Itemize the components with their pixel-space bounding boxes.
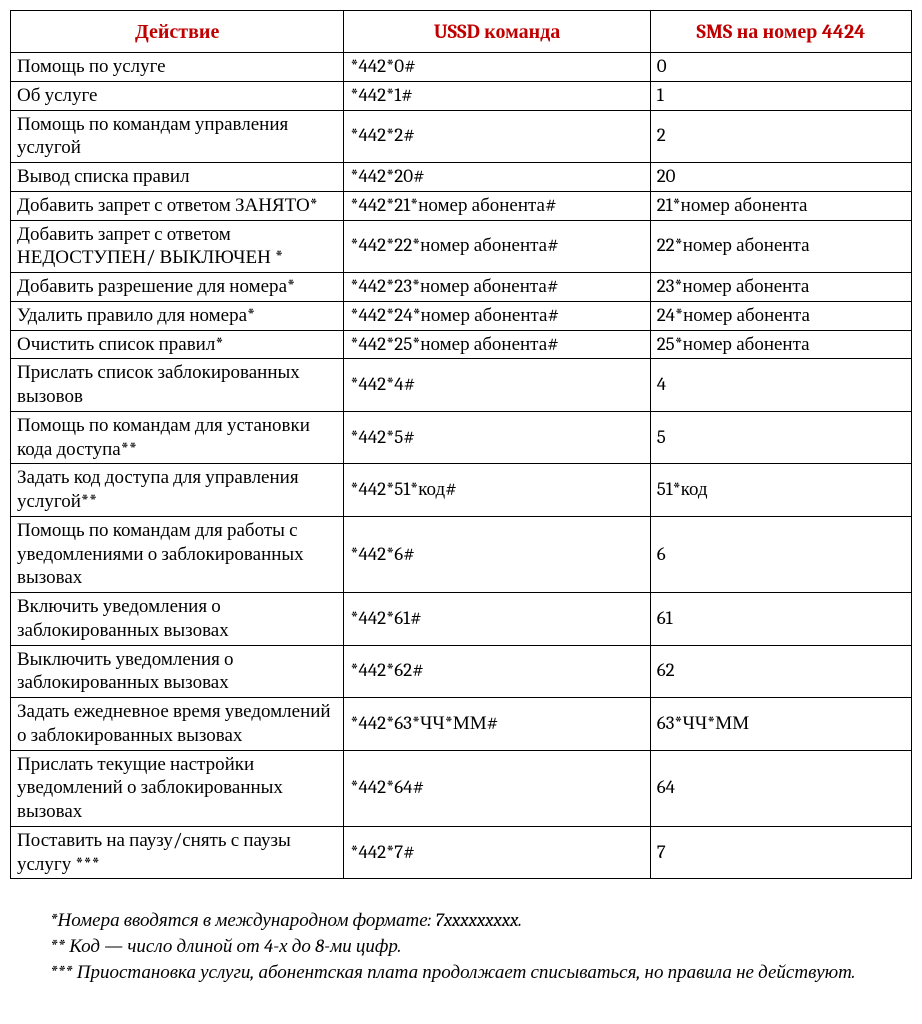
table-row: Прислать текущие настройки уведомлений о… <box>11 750 912 826</box>
cell-action: Прислать список заблокированных вызовов <box>11 359 344 412</box>
cell-sms: 21*номер абонента <box>650 191 911 220</box>
cell-action: Включить уведомления о заблокированных в… <box>11 593 344 646</box>
table-header-row: Действие USSD команда SMS на номер 4424 <box>11 11 912 53</box>
cell-sms: 2 <box>650 110 911 163</box>
cell-action: Удалить правило для номера* <box>11 301 344 330</box>
table-row: Включить уведомления о заблокированных в… <box>11 593 912 646</box>
cell-ussd: *442*24*номер абонента# <box>344 301 650 330</box>
cell-sms: 61 <box>650 593 911 646</box>
cell-sms: 25*номер абонента <box>650 330 911 359</box>
cell-ussd: *442*23*номер абонента# <box>344 273 650 302</box>
table-body: Помощь по услуге*442*0#0Об услуге*442*1#… <box>11 53 912 879</box>
cell-ussd: *442*51*код# <box>344 464 650 517</box>
header-action: Действие <box>11 11 344 53</box>
table-row: Вывод списка правил*442*20#20 <box>11 163 912 192</box>
cell-action: Прислать текущие настройки уведомлений о… <box>11 750 344 826</box>
cell-ussd: *442*63*ЧЧ*ММ# <box>344 698 650 751</box>
table-row: Задать код доступа для управления услуго… <box>11 464 912 517</box>
table-row: Прислать список заблокированных вызовов*… <box>11 359 912 412</box>
cell-action: Помощь по командам управления услугой <box>11 110 344 163</box>
cell-sms: 5 <box>650 411 911 464</box>
cell-sms: 4 <box>650 359 911 412</box>
cell-ussd: *442*21*номер абонента# <box>344 191 650 220</box>
table-row: Добавить запрет с ответом НЕДОСТУПЕН/ ВЫ… <box>11 220 912 273</box>
cell-sms: 22*номер абонента <box>650 220 911 273</box>
cell-sms: 6 <box>650 516 911 592</box>
cell-action: Задать ежедневное время уведомлений о за… <box>11 698 344 751</box>
cell-action: Вывод списка правил <box>11 163 344 192</box>
cell-ussd: *442*7# <box>344 826 650 879</box>
table-row: Добавить разрешение для номера**442*23*н… <box>11 273 912 302</box>
cell-sms: 62 <box>650 645 911 698</box>
table-row: Задать ежедневное время уведомлений о за… <box>11 698 912 751</box>
table-row: Помощь по услуге*442*0#0 <box>11 53 912 82</box>
cell-action: Помощь по командам для работы с уведомле… <box>11 516 344 592</box>
cell-sms: 0 <box>650 53 911 82</box>
cell-sms: 20 <box>650 163 911 192</box>
cell-sms: 24*номер абонента <box>650 301 911 330</box>
cell-sms: 51*код <box>650 464 911 517</box>
table-row: Помощь по командам управления услугой*44… <box>11 110 912 163</box>
table-row: Добавить запрет с ответом ЗАНЯТО**442*21… <box>11 191 912 220</box>
cell-ussd: *442*62# <box>344 645 650 698</box>
table-row: Помощь по командам для установки кода до… <box>11 411 912 464</box>
table-row: Удалить правило для номера**442*24*номер… <box>11 301 912 330</box>
cell-sms: 63*ЧЧ*ММ <box>650 698 911 751</box>
cell-action: Выключить уведомления о заблокированных … <box>11 645 344 698</box>
cell-ussd: *442*6# <box>344 516 650 592</box>
header-ussd: USSD команда <box>344 11 650 53</box>
cell-action: Задать код доступа для управления услуго… <box>11 464 344 517</box>
cell-ussd: *442*0# <box>344 53 650 82</box>
cell-action: Помощь по услуге <box>11 53 344 82</box>
cell-ussd: *442*25*номер абонента# <box>344 330 650 359</box>
footnote-3: *** Приостановка услуги, абонентская пла… <box>50 961 872 985</box>
footnote-1: *Номера вводятся в международном формате… <box>50 909 872 933</box>
cell-action: Добавить разрешение для номера* <box>11 273 344 302</box>
footnote-2: ** Код — число длиной от 4-х до 8-ми циф… <box>50 935 872 959</box>
header-sms: SMS на номер 4424 <box>650 11 911 53</box>
table-row: Очистить список правил**442*25*номер або… <box>11 330 912 359</box>
cell-ussd: *442*4# <box>344 359 650 412</box>
cell-ussd: *442*64# <box>344 750 650 826</box>
table-row: Поставить на паузу/снять с паузы услугу … <box>11 826 912 879</box>
cell-ussd: *442*2# <box>344 110 650 163</box>
cell-ussd: *442*20# <box>344 163 650 192</box>
cell-ussd: *442*61# <box>344 593 650 646</box>
table-row: Выключить уведомления о заблокированных … <box>11 645 912 698</box>
table-row: Помощь по командам для работы с уведомле… <box>11 516 912 592</box>
cell-ussd: *442*5# <box>344 411 650 464</box>
cell-ussd: *442*1# <box>344 81 650 110</box>
cell-action: Помощь по командам для установки кода до… <box>11 411 344 464</box>
cell-sms: 23*номер абонента <box>650 273 911 302</box>
cell-action: Очистить список правил* <box>11 330 344 359</box>
cell-action: Добавить запрет с ответом ЗАНЯТО* <box>11 191 344 220</box>
cell-sms: 64 <box>650 750 911 826</box>
footnotes: *Номера вводятся в международном формате… <box>50 909 872 984</box>
cell-ussd: *442*22*номер абонента# <box>344 220 650 273</box>
cell-action: Поставить на паузу/снять с паузы услугу … <box>11 826 344 879</box>
cell-sms: 1 <box>650 81 911 110</box>
cell-action: Добавить запрет с ответом НЕДОСТУПЕН/ ВЫ… <box>11 220 344 273</box>
cell-sms: 7 <box>650 826 911 879</box>
table-row: Об услуге*442*1#1 <box>11 81 912 110</box>
commands-table: Действие USSD команда SMS на номер 4424 … <box>10 10 912 879</box>
cell-action: Об услуге <box>11 81 344 110</box>
